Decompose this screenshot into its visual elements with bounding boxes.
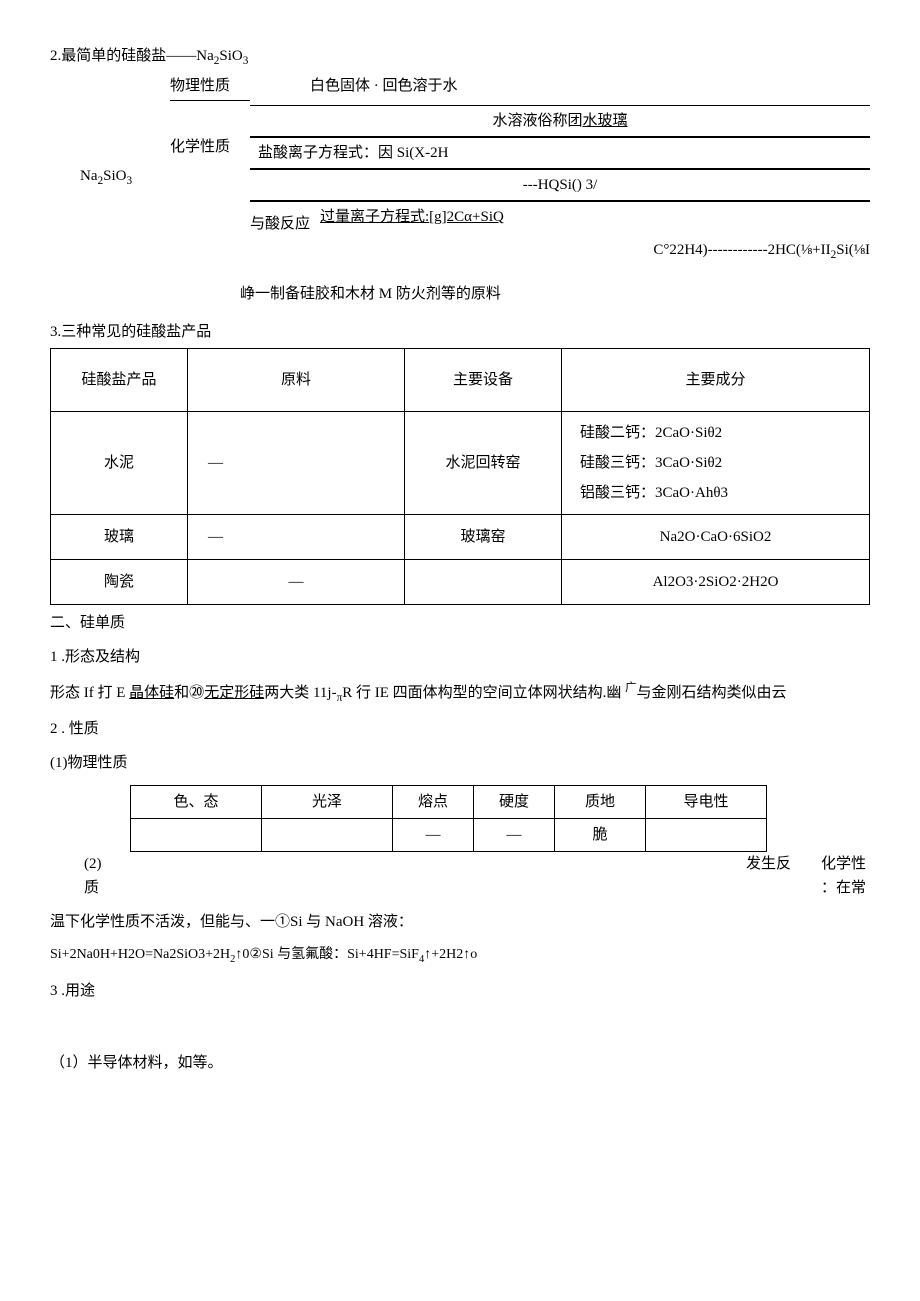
th: 硬度 (474, 786, 555, 819)
acid-pre: 过量离子方程式: (320, 209, 429, 225)
tail-a: C°22H4)------------2HC(⅛+II (653, 242, 830, 258)
th: 熔点 (393, 786, 474, 819)
table-row: 玻璃 — 玻璃窑 Na2O·CaO·6SiO2 (51, 515, 870, 560)
cell-equip: 玻璃窑 (405, 515, 562, 560)
th-raw: 原料 (188, 349, 405, 412)
heading-three-products: 3.三种常见的硅酸盐产品 (50, 320, 870, 344)
t: 两大类 11j- (264, 685, 336, 701)
frag-right3: ：在常 (821, 876, 866, 900)
root-pre: Na (80, 168, 98, 184)
t: R 行 IE 四面体构型的空间立体网状结构.幽 (342, 685, 625, 701)
cell-equip (405, 560, 562, 605)
chemical-property-block: 化学性质 水溶液俗称团水玻璃 盐酸离子方程式：因 Si(X-2H ---HQSi… (170, 105, 870, 236)
heading-form-structure: 1 .形态及结构 (50, 645, 870, 669)
use-line: 峥一制备硅胶和木材 M 防火剂等的原料 (240, 282, 870, 306)
cp-line3: ---HQSi() 3/ (250, 169, 870, 201)
u2: 无定形硅 (204, 685, 264, 701)
td (131, 819, 262, 852)
table-row: 水泥 — 水泥回转窑 硅酸二钙：2CaO·Siθ2 硅酸三钙：3CaO·Siθ2… (51, 412, 870, 515)
frag-right2: 化学性 (821, 852, 866, 876)
acid-reaction-block: 与酸反应 过量离子方程式:[g]2Cα+SiQ (250, 201, 870, 236)
cell-name: 玻璃 (51, 515, 188, 560)
section-silicon-element: 二、硅单质 (50, 611, 870, 635)
t: 形态 If 打 E (50, 685, 129, 701)
frag-right: 发生反 (746, 852, 791, 876)
silicate-products-table: 硅酸盐产品 原料 主要设备 主要成分 水泥 — 水泥回转窑 硅酸二钙：2CaO·… (50, 348, 870, 605)
comp-line: 铝酸三钙：3CaO·Ahθ3 (580, 478, 861, 508)
eq-c: ↑+2H2↑o (424, 947, 477, 962)
table-row: 陶瓷 — Al2O3·2SiO2·2H2O (51, 560, 870, 605)
tree-root-label: Na2SiO3 (80, 164, 132, 190)
physical-property-row: 物理性质 白色固体 · 回色溶于水 (170, 74, 870, 101)
equation-line: Si+2Na0H+H2O=Na2SiO3+2H2↑0②Si 与氢氟酸：Si+4H… (50, 944, 870, 969)
para-chem-prop: 温下化学性质不活泼，但能与、一①Si 与 NaOH 溶液： (50, 910, 870, 934)
cp-right: 水溶液俗称团水玻璃 盐酸离子方程式：因 Si(X-2H ---HQSi() 3/… (250, 105, 870, 236)
root-s2: 3 (126, 175, 132, 187)
cell-comp: 硅酸二钙：2CaO·Siθ2 硅酸三钙：3CaO·Siθ2 铝酸三钙：3CaO·… (562, 412, 870, 515)
cp-line2: 盐酸离子方程式：因 Si(X-2H (250, 137, 870, 169)
heading-text-b: SiO (219, 48, 242, 64)
th-equip: 主要设备 (405, 349, 562, 412)
para-form: 形态 If 打 E 晶体硅和⑳无定形硅两大类 11j-πR 行 IE 四面体构型… (50, 679, 870, 707)
th-comp: 主要成分 (562, 349, 870, 412)
cell-raw: — (188, 515, 405, 560)
label-2: (2) (84, 852, 102, 876)
comp-line: 硅酸二钙：2CaO·Siθ2 (580, 418, 861, 448)
t: 和⑳ (174, 685, 204, 701)
cell-name: 水泥 (51, 412, 188, 515)
para-semiconductor: （1）半导体材料，如等。 (50, 1051, 870, 1075)
td: — (393, 819, 474, 852)
th: 导电性 (646, 786, 767, 819)
th: 质地 (555, 786, 646, 819)
th: 色、态 (131, 786, 262, 819)
table-header-row: 硅酸盐产品 原料 主要设备 主要成分 (51, 349, 870, 412)
u1: 晶体硅 (129, 685, 174, 701)
pp-value: 白色固体 · 回色溶于水 (250, 74, 870, 98)
cp-line1-u: 水玻璃 (583, 113, 628, 129)
cell-equip: 水泥回转窑 (405, 412, 562, 515)
cp-line1-text: 水溶液俗称团 (492, 113, 582, 129)
cell-raw: — (188, 412, 405, 515)
pp-label: 物理性质 (170, 74, 250, 101)
tail-b: Si(⅛I (836, 242, 870, 258)
td: 脆 (555, 819, 646, 852)
td (646, 819, 767, 852)
heading-simplest-silicate: 2.最简单的硅酸盐——Na2SiO3 (50, 44, 870, 70)
heading-text-a: 2.最简单的硅酸盐——Na (50, 48, 214, 64)
tail-formula: C°22H4)------------2HC(⅛+II2Si(⅛I (170, 238, 870, 264)
na2sio3-tree: Na2SiO3 物理性质 白色固体 · 回色溶于水 化学性质 水溶液俗称团水玻璃… (170, 74, 870, 236)
acid-label: 与酸反应 (250, 202, 320, 236)
table-row: — — 脆 (131, 819, 767, 852)
wrap-row-2: 质 ：在常 (50, 876, 870, 900)
sub2: 3 (243, 55, 249, 67)
cell-raw: — (188, 560, 405, 605)
th: 光泽 (262, 786, 393, 819)
acid-right: 过量离子方程式:[g]2Cα+SiQ (320, 202, 870, 229)
heading-uses: 3 .用途 (50, 979, 870, 1003)
heading-physical-prop: (1)物理性质 (50, 751, 870, 775)
frag-left2: 质 (84, 876, 99, 900)
cp-line1: 水溶液俗称团水玻璃 (250, 105, 870, 137)
comp-line: 硅酸三钙：3CaO·Siθ2 (580, 448, 861, 478)
acid-u: [g]2Cα+SiQ (429, 209, 504, 225)
eq-b: ↑0②Si 与氢氟酸：Si+4HF=SiF (235, 947, 419, 962)
td: — (474, 819, 555, 852)
eq-a: Si+2Na0H+H2O=Na2SiO3+2H (50, 947, 230, 962)
t: 与金刚石结构类似由云 (636, 685, 786, 701)
table-header-row: 色、态 光泽 熔点 硬度 质地 导电性 (131, 786, 767, 819)
th-product: 硅酸盐产品 (51, 349, 188, 412)
cell-comp: Na2O·CaO·6SiO2 (562, 515, 870, 560)
heading-properties: 2 . 性质 (50, 717, 870, 741)
physical-properties-table: 色、态 光泽 熔点 硬度 质地 导电性 — — 脆 (130, 785, 767, 852)
wrap-row-1: (2) 发生反 化学性 (50, 852, 870, 876)
td (262, 819, 393, 852)
cell-comp: Al2O3·2SiO2·2H2O (562, 560, 870, 605)
sup: 广 (625, 682, 636, 694)
root-mid: SiO (103, 168, 126, 184)
cell-name: 陶瓷 (51, 560, 188, 605)
acid-line: 过量离子方程式:[g]2Cα+SiQ (320, 202, 870, 229)
cp-label: 化学性质 (170, 105, 250, 159)
